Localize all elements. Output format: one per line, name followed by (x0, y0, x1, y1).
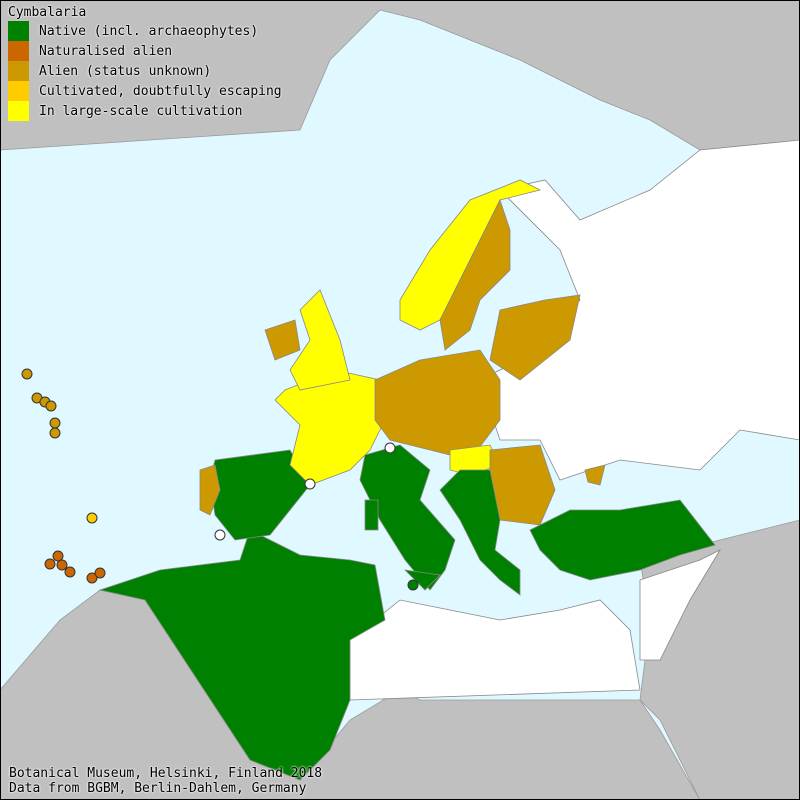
region-levant (639, 549, 722, 661)
record-dot-azores (49, 417, 61, 429)
legend-item-large-scale: In large-scale cultivation (8, 101, 282, 121)
legend-swatch (8, 21, 29, 41)
region-france (274, 369, 386, 486)
region-britain (289, 289, 351, 391)
legend-swatch (8, 81, 29, 101)
record-dot-liechtenstein (384, 442, 396, 454)
legend-label: Native (incl. archaeophytes) (39, 23, 259, 39)
record-dot-azores (21, 368, 33, 380)
legend-label: Naturalised alien (39, 43, 173, 59)
region-north-africa-east (349, 599, 641, 701)
legend-swatch (8, 61, 29, 81)
record-dot-azores (49, 427, 61, 439)
region-turkey (529, 499, 716, 581)
region-ireland (264, 319, 301, 361)
region-northwest-africa (98, 529, 386, 781)
record-dot-canaries (44, 558, 56, 570)
legend-label: Alien (status unknown) (39, 63, 212, 79)
region-sardinia (364, 499, 379, 531)
region-sweden (439, 198, 511, 351)
legend-item-native: Native (incl. archaeophytes) (8, 21, 282, 41)
credit-line-2: Data from BGBM, Berlin-Dahlem, Germany (9, 781, 307, 796)
record-dot-madeira (86, 512, 98, 524)
region-central-europe (374, 349, 501, 461)
record-dot-gibraltar (214, 529, 226, 541)
legend-swatch (8, 41, 29, 61)
record-dot-azores (45, 400, 57, 412)
legend-item-cultivated: Cultivated, doubtfully escaping (8, 81, 282, 101)
legend-item-naturalised: Naturalised alien (8, 41, 282, 61)
legend-label: In large-scale cultivation (39, 103, 243, 119)
legend-swatch (8, 101, 29, 121)
region-balkans (439, 469, 521, 596)
record-dot-canaries (52, 550, 64, 562)
legend-title: Cymbalaria (8, 5, 87, 20)
region-romania-bulgaria (489, 444, 556, 526)
record-dot-canaries (64, 566, 76, 578)
record-dot-andorra (304, 478, 316, 490)
legend-item-alien: Alien (status unknown) (8, 61, 282, 81)
credit-line-1: Botanical Museum, Helsinki, Finland 2018 (9, 766, 323, 781)
region-baltics (489, 294, 581, 381)
legend: Cymbalaria Native (incl. archaeophytes) … (8, 5, 282, 121)
region-crimea (584, 464, 606, 486)
legend-label: Cultivated, doubtfully escaping (39, 83, 282, 99)
record-dot-canaries (94, 567, 106, 579)
record-dot-canaries (56, 559, 68, 571)
record-dot-malta (407, 579, 419, 591)
record-dot-canaries (86, 572, 98, 584)
credits: Botanical Museum, Helsinki, Finland 2018… (9, 766, 322, 796)
region-portugal (199, 464, 221, 516)
